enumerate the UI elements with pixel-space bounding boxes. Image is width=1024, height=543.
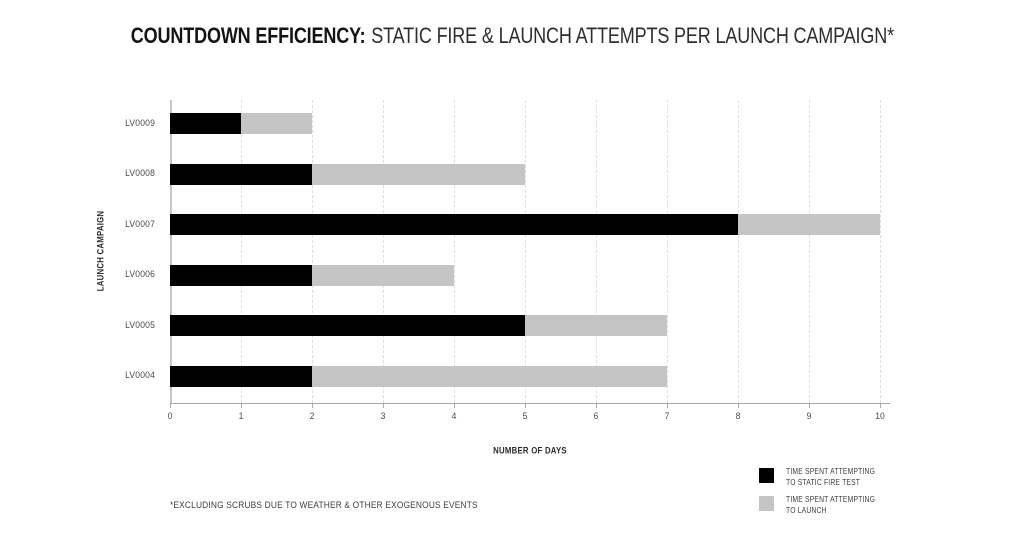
x-tick-mark xyxy=(596,404,597,408)
chart-title-text: COUNTDOWN EFFICIENCY: STATIC FIRE & LAUNC… xyxy=(130,24,893,48)
x-tick-label: 6 xyxy=(593,411,599,422)
gridline xyxy=(738,100,739,403)
chart-title-regular: STATIC FIRE & LAUNCH ATTEMPTS PER LAUNCH… xyxy=(370,23,894,48)
bar-lv0008-static-fire xyxy=(170,163,312,185)
bar-lv0004-launch xyxy=(312,365,667,387)
gridline xyxy=(454,100,455,403)
x-tick-label: 0 xyxy=(167,411,173,422)
bar-lv0006-launch xyxy=(312,264,454,286)
chart-title-bold: COUNTDOWN EFFICIENCY: xyxy=(130,23,366,48)
x-tick-mark xyxy=(241,404,242,408)
gridline xyxy=(667,100,668,403)
category-label-lv0009: LV0009 xyxy=(125,117,155,129)
bar-lv0009-static-fire xyxy=(170,113,241,134)
x-tick-label: 8 xyxy=(735,411,741,422)
category-label-lv0006: LV0006 xyxy=(125,269,155,280)
bar-lv0009-launch xyxy=(241,113,312,134)
x-tick-label: 2 xyxy=(309,411,315,422)
x-tick-mark xyxy=(454,404,455,408)
legend-label-line: TO LAUNCH xyxy=(786,506,827,515)
gridline xyxy=(312,100,313,403)
x-tick-mark xyxy=(880,404,881,408)
footnote: *EXCLUDING SCRUBS DUE TO WEATHER & OTHER… xyxy=(170,500,478,511)
bar-lv0007-launch xyxy=(738,214,880,235)
x-tick-mark xyxy=(383,404,384,408)
category-label-lv0004: LV0004 xyxy=(125,370,155,381)
x-tick-label: 4 xyxy=(451,411,457,422)
legend-label-line: TO STATIC FIRE TEST xyxy=(786,478,861,487)
category-label-lv0007: LV0007 xyxy=(125,218,155,230)
x-tick-label: 10 xyxy=(875,411,885,422)
x-tick-label: 5 xyxy=(522,411,528,422)
x-axis-label: NUMBER OF DAYS xyxy=(493,445,567,457)
x-tick-mark xyxy=(738,404,739,408)
x-axis-line xyxy=(170,403,890,404)
x-tick-mark xyxy=(312,404,313,408)
gridline xyxy=(241,100,242,403)
x-tick-mark xyxy=(667,404,668,408)
x-tick-label: 3 xyxy=(380,411,386,422)
x-tick-label: 9 xyxy=(806,411,812,422)
y-axis-line xyxy=(170,100,172,403)
bar-lv0005-static-fire xyxy=(170,315,525,336)
gridline xyxy=(383,100,384,403)
plot-area xyxy=(170,100,881,403)
bar-lv0008-launch xyxy=(312,163,525,185)
bar-lv0006-static-fire xyxy=(170,264,312,286)
legend-label-line: TIME SPENT ATTEMPTING xyxy=(786,467,876,476)
gridline xyxy=(880,100,881,403)
chart-title: COUNTDOWN EFFICIENCY: STATIC FIRE & LAUNC… xyxy=(0,24,1024,48)
bar-lv0007-static-fire xyxy=(170,214,738,235)
legend-label-line: TIME SPENT ATTEMPTING xyxy=(786,495,876,504)
bar-lv0005-launch xyxy=(525,315,667,336)
x-tick-label: 7 xyxy=(664,411,670,422)
legend-swatch-launch xyxy=(759,496,774,511)
legend-label-static-fire: TIME SPENT ATTEMPTING TO STATIC FIRE TEST xyxy=(786,466,875,488)
gridline xyxy=(596,100,597,403)
x-tick-label: 1 xyxy=(238,411,244,422)
gridline xyxy=(809,100,810,403)
legend-label-launch: TIME SPENT ATTEMPTING TO LAUNCH xyxy=(786,494,875,516)
x-tick-mark xyxy=(170,404,171,408)
x-tick-mark xyxy=(525,404,526,408)
bar-lv0004-static-fire xyxy=(170,365,312,387)
x-tick-mark xyxy=(809,404,810,408)
legend-swatch-static-fire xyxy=(759,468,774,483)
gridline xyxy=(525,100,526,403)
category-label-lv0005: LV0005 xyxy=(125,319,155,331)
category-label-lv0008: LV0008 xyxy=(125,168,155,179)
